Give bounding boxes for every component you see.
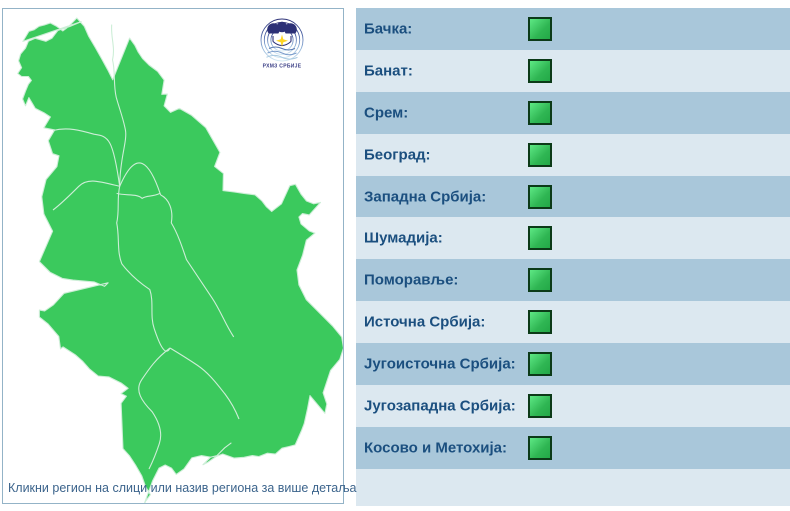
svg-text:РХМЗ СРБИЈЕ: РХМЗ СРБИЈЕ — [263, 64, 302, 70]
